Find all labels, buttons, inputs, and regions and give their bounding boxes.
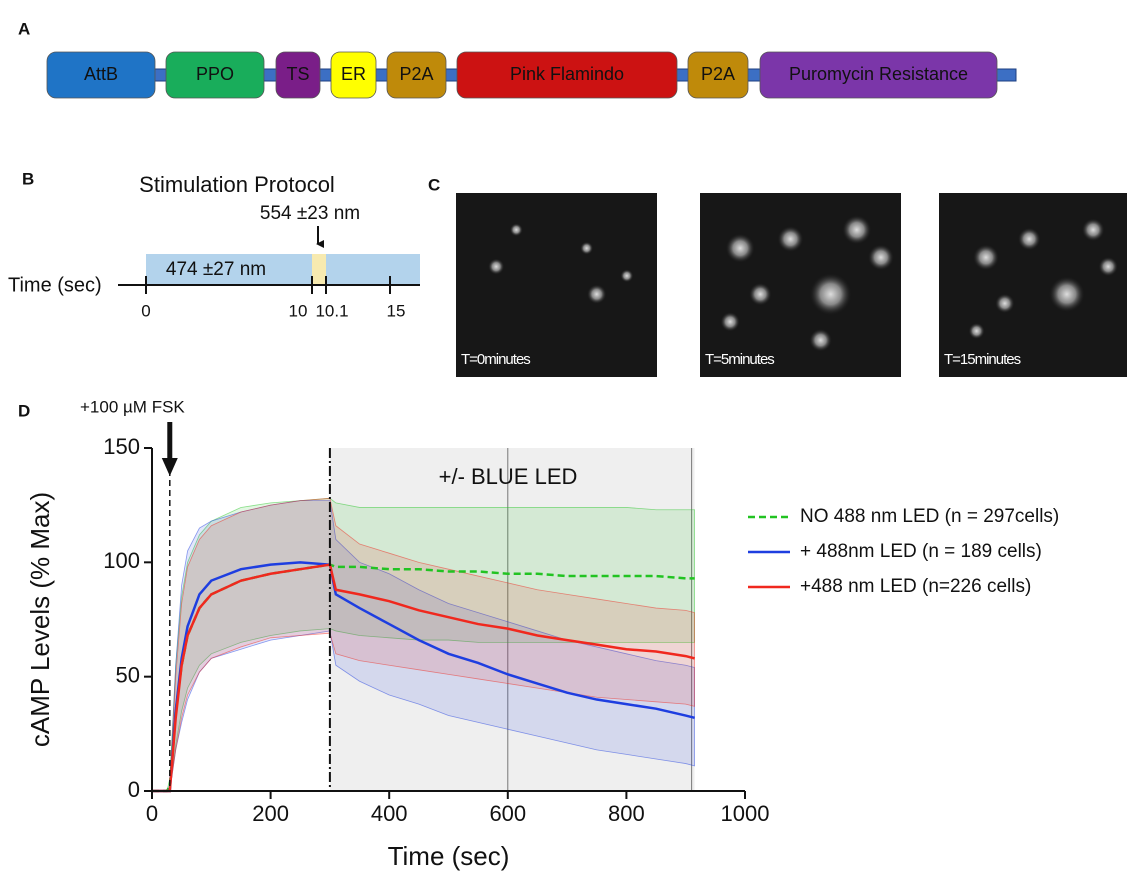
fsk-arrowhead xyxy=(162,458,178,476)
x-tick-label: 400 xyxy=(371,801,408,826)
legend-label: + 488nm LED (n = 189 cells) xyxy=(800,541,1042,562)
cell xyxy=(726,234,755,263)
image-caption: T=5minutes xyxy=(705,351,774,368)
legend-label: NO 488 nm LED (n = 297cells) xyxy=(800,506,1059,527)
cell xyxy=(973,245,999,271)
x-tick-label: 200 xyxy=(252,801,289,826)
time-axis-label: Time (sec) xyxy=(8,274,102,296)
cell xyxy=(488,259,504,275)
cell xyxy=(1082,219,1104,241)
cell xyxy=(721,312,740,331)
cell xyxy=(842,215,871,244)
y-tick-label: 100 xyxy=(103,548,140,573)
cell xyxy=(1018,228,1040,250)
cell xyxy=(749,283,771,305)
cell xyxy=(587,285,606,304)
cell xyxy=(778,226,804,252)
cell xyxy=(1099,257,1118,276)
chart: +100 µM FSK +/- BLUE LED 0 50 100 150 0 200 400 6… xyxy=(25,397,1059,870)
pulse-label: 554 ±23 nm xyxy=(260,203,360,224)
segment-label: AttB xyxy=(84,64,118,84)
image-caption: T=15minutes xyxy=(944,351,1021,368)
x-tick-label: 1000 xyxy=(721,801,770,826)
segment-label: P2A xyxy=(399,64,433,84)
fsk-annotation: +100 µM FSK xyxy=(80,397,185,416)
image-caption: T=0minutes xyxy=(461,351,530,368)
cell xyxy=(809,329,831,351)
x-tick-label: 0 xyxy=(146,801,158,826)
micrograph xyxy=(456,193,657,377)
segment-label: TS xyxy=(286,64,309,84)
cell xyxy=(620,269,633,282)
y-tick-label: 0 xyxy=(128,777,140,802)
x-axis-label: Time (sec) xyxy=(388,841,510,871)
cell xyxy=(580,242,593,255)
segment-label: ER xyxy=(341,64,366,84)
protocol-title: Stimulation Protocol xyxy=(139,172,335,197)
panel-label: D xyxy=(18,401,30,420)
green-light xyxy=(312,254,326,285)
cell xyxy=(969,323,985,339)
legend-label: +488 nm LED (n=226 cells) xyxy=(800,576,1031,597)
segment-label: Pink Flamindo xyxy=(510,64,624,84)
segment-label: P2A xyxy=(701,64,735,84)
panel-label: B xyxy=(22,169,34,188)
segment-label: Puromycin Resistance xyxy=(789,64,968,84)
x-tick-label: 600 xyxy=(489,801,526,826)
y-tick-label: 150 xyxy=(103,434,140,459)
led-annotation: +/- BLUE LED xyxy=(439,464,578,489)
x-tick-label: 800 xyxy=(608,801,645,826)
time-tick-label: 0 xyxy=(141,301,150,320)
cell xyxy=(810,273,852,315)
panel-label: A xyxy=(18,19,30,38)
cell xyxy=(510,223,523,236)
cell xyxy=(868,245,894,271)
micrograph xyxy=(700,193,901,377)
y-tick-label: 50 xyxy=(116,662,140,687)
main-label: 474 ±27 nm xyxy=(166,259,266,280)
cell xyxy=(995,294,1014,313)
panel-label: C xyxy=(428,175,440,194)
time-tick-label: 10 xyxy=(289,301,308,320)
micrographs: T=0minutes T=5minutes T=15minutes xyxy=(456,193,1127,377)
construct: AttB PPO TS ER P2A Pink Flamindo P2A Puromycin … xyxy=(47,52,997,98)
segment-label: PPO xyxy=(196,64,234,84)
cell xyxy=(1049,277,1084,312)
time-tick-label: 10.1 xyxy=(315,301,348,320)
time-tick-label: 15 xyxy=(387,301,406,320)
figure: A AttB PPO TS ER P2A Pink Flamindo P2A Puromyci… xyxy=(0,0,1128,876)
y-axis-label: cAMP Levels (% Max) xyxy=(25,492,55,747)
